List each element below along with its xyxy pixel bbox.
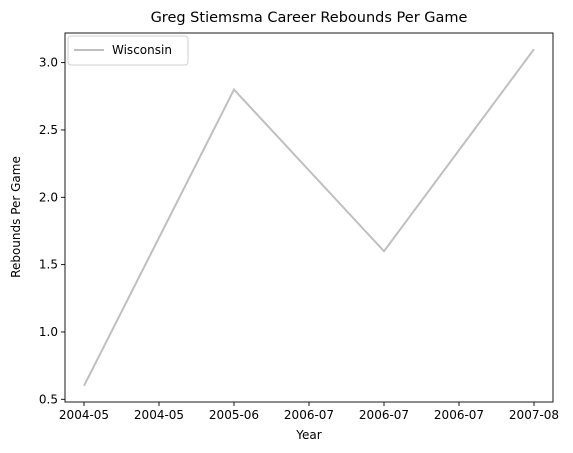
plot-area bbox=[64, 32, 554, 403]
y-tick-label: 1.0 bbox=[39, 325, 58, 339]
y-tick-label: 0.5 bbox=[39, 392, 58, 406]
series-line-wisconsin bbox=[83, 48, 535, 387]
series-layer bbox=[83, 48, 535, 387]
y-tick-label: 2.0 bbox=[39, 190, 58, 204]
y-tick-label: 3.0 bbox=[39, 56, 58, 70]
x-tick-label: 2004-05 bbox=[134, 408, 184, 422]
y-axis: 0.5 1.0 1.5 2.0 2.5 3.0 bbox=[39, 56, 65, 406]
x-tick-label: 2004-05 bbox=[59, 408, 109, 422]
x-tick-label: 2005-06 bbox=[209, 408, 259, 422]
x-tick-label: 2006-07 bbox=[284, 408, 334, 422]
legend-box bbox=[67, 35, 189, 66]
y-tick-label: 2.5 bbox=[39, 123, 58, 137]
y-axis-label: Rebounds Per Game bbox=[9, 156, 23, 278]
legend: Wisconsin bbox=[67, 35, 189, 66]
legend-label-wisconsin: Wisconsin bbox=[112, 43, 172, 57]
chart-title: Greg Stiemsma Career Rebounds Per Game bbox=[151, 10, 468, 26]
x-tick-label: 2007-08 bbox=[509, 408, 559, 422]
x-tick-label: 2006-07 bbox=[434, 408, 484, 422]
y-tick-label: 1.5 bbox=[39, 258, 58, 272]
x-tick-label: 2006-07 bbox=[359, 408, 409, 422]
x-axis: 2004-05 2004-05 2005-06 2006-07 2006-07 2006-… bbox=[59, 402, 559, 422]
x-axis-label: Year bbox=[295, 428, 321, 442]
